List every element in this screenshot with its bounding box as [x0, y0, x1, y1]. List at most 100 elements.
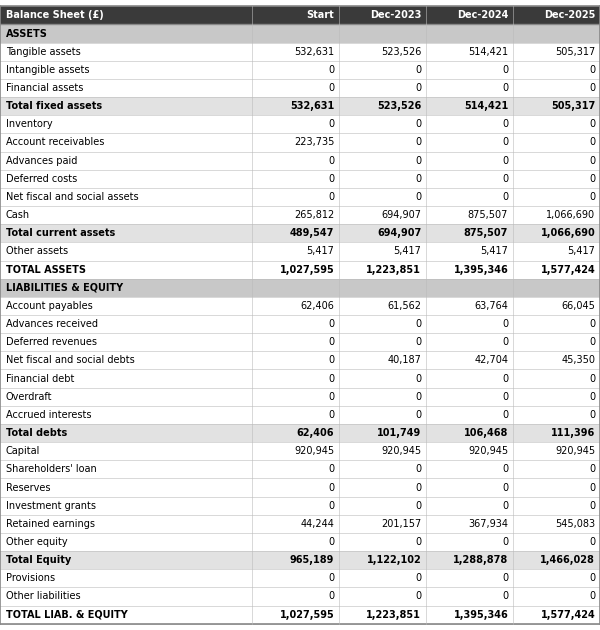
- Text: 0: 0: [328, 501, 334, 511]
- Bar: [513, 461, 600, 478]
- Bar: [339, 224, 426, 243]
- Text: Dec-2024: Dec-2024: [457, 10, 508, 20]
- Text: 694,907: 694,907: [381, 210, 421, 220]
- Bar: [0, 60, 252, 79]
- Bar: [426, 79, 513, 97]
- Bar: [0, 387, 600, 406]
- Bar: [0, 587, 600, 605]
- Text: Accrued interests: Accrued interests: [6, 410, 91, 420]
- Bar: [426, 515, 513, 533]
- Bar: [252, 478, 339, 496]
- Text: Retained earnings: Retained earnings: [6, 519, 95, 529]
- Bar: [513, 188, 600, 206]
- Text: 514,421: 514,421: [464, 101, 508, 111]
- Text: Advances paid: Advances paid: [6, 156, 77, 166]
- Text: 1,066,690: 1,066,690: [541, 228, 595, 238]
- Bar: [339, 570, 426, 587]
- Text: Cash: Cash: [6, 210, 30, 220]
- Bar: [339, 243, 426, 261]
- Bar: [513, 261, 600, 278]
- Bar: [0, 587, 252, 605]
- Bar: [0, 152, 252, 169]
- Text: 0: 0: [589, 337, 595, 347]
- Text: Other equity: Other equity: [6, 537, 68, 547]
- Text: Overdraft: Overdraft: [6, 392, 53, 402]
- Bar: [426, 6, 513, 25]
- Bar: [0, 352, 252, 369]
- Bar: [426, 570, 513, 587]
- Bar: [426, 387, 513, 406]
- Bar: [0, 169, 252, 188]
- Text: 0: 0: [415, 410, 421, 420]
- Text: 0: 0: [328, 174, 334, 184]
- Text: 0: 0: [328, 392, 334, 402]
- Text: 0: 0: [328, 464, 334, 474]
- Bar: [0, 152, 600, 169]
- Bar: [0, 496, 600, 515]
- Bar: [513, 297, 600, 315]
- Bar: [0, 97, 600, 115]
- Text: 40,187: 40,187: [388, 355, 421, 365]
- Bar: [252, 297, 339, 315]
- Text: 0: 0: [502, 374, 508, 384]
- Text: 0: 0: [589, 119, 595, 129]
- Bar: [252, 387, 339, 406]
- Bar: [426, 115, 513, 134]
- Bar: [513, 387, 600, 406]
- Text: 920,945: 920,945: [555, 446, 595, 456]
- Text: 0: 0: [415, 319, 421, 329]
- Bar: [252, 115, 339, 134]
- Bar: [252, 79, 339, 97]
- Bar: [339, 551, 426, 570]
- Bar: [513, 115, 600, 134]
- Text: 0: 0: [415, 573, 421, 583]
- Bar: [339, 152, 426, 169]
- Text: Balance Sheet (£): Balance Sheet (£): [6, 10, 104, 20]
- Text: 0: 0: [502, 192, 508, 202]
- Text: 920,945: 920,945: [381, 446, 421, 456]
- Text: 106,468: 106,468: [464, 428, 508, 438]
- Bar: [339, 605, 426, 624]
- Bar: [339, 533, 426, 551]
- Text: 0: 0: [502, 537, 508, 547]
- Text: 0: 0: [328, 483, 334, 493]
- Bar: [513, 551, 600, 570]
- Bar: [426, 369, 513, 387]
- Bar: [426, 352, 513, 369]
- Bar: [426, 188, 513, 206]
- Bar: [0, 461, 252, 478]
- Text: 0: 0: [415, 537, 421, 547]
- Text: Intangible assets: Intangible assets: [6, 65, 89, 75]
- Text: Provisions: Provisions: [6, 573, 55, 583]
- Bar: [339, 97, 426, 115]
- Text: 0: 0: [502, 156, 508, 166]
- Text: 0: 0: [502, 464, 508, 474]
- Text: 0: 0: [328, 337, 334, 347]
- Text: 0: 0: [328, 374, 334, 384]
- Text: 63,764: 63,764: [475, 301, 508, 311]
- Bar: [252, 261, 339, 278]
- Bar: [0, 442, 252, 461]
- Text: 45,350: 45,350: [561, 355, 595, 365]
- Text: 0: 0: [589, 592, 595, 602]
- Bar: [513, 424, 600, 442]
- Bar: [513, 478, 600, 496]
- Text: 1,223,851: 1,223,851: [367, 610, 421, 620]
- Bar: [513, 496, 600, 515]
- Text: 0: 0: [589, 192, 595, 202]
- Bar: [252, 515, 339, 533]
- Bar: [426, 478, 513, 496]
- Bar: [426, 152, 513, 169]
- Bar: [252, 496, 339, 515]
- Bar: [0, 570, 600, 587]
- Bar: [0, 424, 600, 442]
- Text: 367,934: 367,934: [468, 519, 508, 529]
- Bar: [0, 188, 252, 206]
- Bar: [339, 478, 426, 496]
- Text: Other liabilities: Other liabilities: [6, 592, 80, 602]
- Text: 201,157: 201,157: [381, 519, 421, 529]
- Bar: [0, 60, 600, 79]
- Bar: [0, 278, 600, 297]
- Bar: [513, 333, 600, 352]
- Bar: [426, 97, 513, 115]
